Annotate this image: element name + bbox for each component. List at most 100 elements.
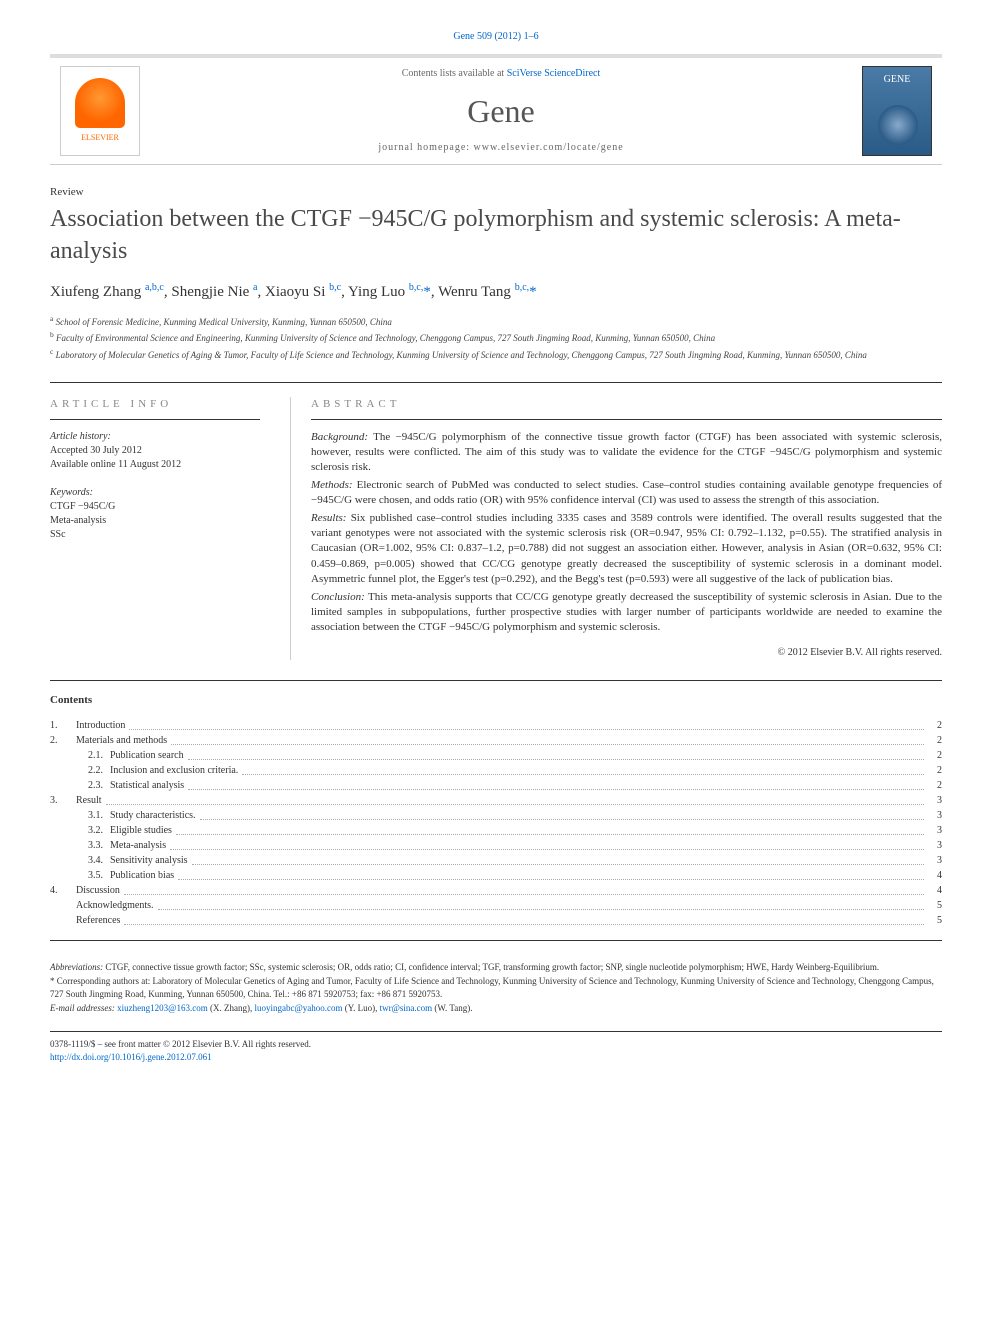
authors-line: Xiufeng Zhang a,b,c, Shengjie Nie a, Xia…: [50, 281, 942, 303]
toc-dots: [124, 913, 924, 925]
corr-marker: *: [50, 976, 55, 986]
corresponding-author-line: * Corresponding authors at: Laboratory o…: [50, 975, 942, 1002]
toc-label: Meta-analysis: [110, 838, 166, 853]
toc-page: 2: [928, 748, 942, 763]
toc-row[interactable]: 4.Discussion4: [50, 883, 942, 898]
online-date: Available online 11 August 2012: [50, 458, 260, 472]
accepted-date: Accepted 30 July 2012: [50, 444, 260, 458]
toc-num: [50, 898, 76, 913]
toc-row[interactable]: 2.1.Publication search2: [50, 748, 942, 763]
toc-page: 5: [928, 913, 942, 928]
toc-label: Result: [76, 793, 102, 808]
toc-label: Materials and methods: [76, 733, 167, 748]
toc-subnum: 3.4.: [76, 853, 110, 868]
email-link[interactable]: twr@sina.com: [380, 1003, 433, 1013]
toc-num: [50, 748, 76, 763]
toc-subnum: 3.5.: [76, 868, 110, 883]
toc-dots: [192, 853, 925, 865]
doi-link[interactable]: http://dx.doi.org/10.1016/j.gene.2012.07…: [50, 1052, 212, 1062]
toc-dots: [200, 808, 924, 820]
article-history-label: Article history:: [50, 430, 260, 444]
toc-row[interactable]: 3.3.Meta-analysis 3: [50, 838, 942, 853]
affiliation-line: a School of Forensic Medicine, Kunming M…: [50, 313, 942, 330]
results-text: Six published case–control studies inclu…: [311, 512, 942, 586]
contents-available: Contents lists available at SciVerse Sci…: [140, 67, 862, 81]
toc-subnum: 2.2.: [76, 763, 110, 778]
toc-num: 1.: [50, 718, 76, 733]
elsevier-tree-icon: [75, 78, 125, 128]
toc-row[interactable]: 3.5.Publication bias4: [50, 868, 942, 883]
toc-dots: [158, 898, 925, 910]
email-who: (X. Zhang),: [208, 1003, 253, 1013]
toc-page: 2: [928, 763, 942, 778]
toc-page: 3: [928, 838, 942, 853]
toc-label: Study characteristics.: [110, 808, 196, 823]
abstract-background: Background: The −945C/G polymorphism of …: [311, 430, 942, 476]
article-info-heading: article info: [50, 397, 260, 419]
results-label: Results:: [311, 512, 346, 524]
toc-label: Discussion: [76, 883, 120, 898]
toc-row[interactable]: 2.2.Inclusion and exclusion criteria.2: [50, 763, 942, 778]
footer-line1: 0378-1119/$ – see front matter © 2012 El…: [50, 1038, 942, 1051]
email-who: (W. Tang).: [432, 1003, 472, 1013]
toc-label: Eligible studies: [110, 823, 172, 838]
toc-dots: [188, 778, 924, 790]
toc-dots: [176, 823, 924, 835]
toc-dots: [242, 763, 924, 775]
toc-row[interactable]: 2.3.Statistical analysis2: [50, 778, 942, 793]
abstract-body: Background: The −945C/G polymorphism of …: [311, 430, 942, 660]
toc-page: 5: [928, 898, 942, 913]
toc-num: [50, 838, 76, 853]
toc-num: [50, 868, 76, 883]
affiliations: a School of Forensic Medicine, Kunming M…: [50, 313, 942, 363]
footnotes: Abbreviations: CTGF, connective tissue g…: [50, 961, 942, 1015]
toc-num: 3.: [50, 793, 76, 808]
background-label: Background:: [311, 431, 368, 443]
article-info-column: article info Article history: Accepted 3…: [50, 397, 260, 659]
toc-subnum: 3.2.: [76, 823, 110, 838]
journal-header: ELSEVIER Contents lists available at Sci…: [50, 54, 942, 165]
page-footer: 0378-1119/$ – see front matter © 2012 El…: [50, 1031, 942, 1063]
toc-label: Statistical analysis: [110, 778, 184, 793]
toc-dots: [106, 793, 924, 805]
toc-dots: [178, 868, 924, 880]
toc-row[interactable]: 2.Materials and methods2: [50, 733, 942, 748]
conclusion-label: Conclusion:: [311, 591, 365, 603]
corr-text: Corresponding authors at: Laboratory of …: [50, 976, 934, 1000]
toc-label: Publication bias: [110, 868, 174, 883]
affiliation-line: b Faculty of Environmental Science and E…: [50, 329, 942, 346]
toc-label: References: [76, 913, 120, 928]
journal-reference: Gene 509 (2012) 1–6: [50, 30, 942, 44]
toc-dots: [188, 748, 924, 760]
toc-row[interactable]: 3.4.Sensitivity analysis3: [50, 853, 942, 868]
elsevier-logo: ELSEVIER: [60, 66, 140, 156]
email-link[interactable]: xiuzheng1203@163.com: [117, 1003, 208, 1013]
conclusion-text: This meta-analysis supports that CC/CG g…: [311, 591, 942, 634]
email-line: E-mail addresses: xiuzheng1203@163.com (…: [50, 1002, 942, 1016]
toc-subnum: 3.1.: [76, 808, 110, 823]
abbrev-label: Abbreviations:: [50, 962, 103, 972]
toc-label: Introduction: [76, 718, 125, 733]
email-link[interactable]: luoyingabc@yahoo.com: [254, 1003, 342, 1013]
toc-row[interactable]: 3.2.Eligible studies3: [50, 823, 942, 838]
affiliation-line: c Laboratory of Molecular Genetics of Ag…: [50, 346, 942, 363]
abstract-column: abstract Background: The −945C/G polymor…: [290, 397, 942, 659]
toc-row[interactable]: Acknowledgments.5: [50, 898, 942, 913]
info-abstract-row: article info Article history: Accepted 3…: [50, 382, 942, 659]
toc-subnum: 3.3.: [76, 838, 110, 853]
toc-row[interactable]: 3.1.Study characteristics. 3: [50, 808, 942, 823]
contents-heading: Contents: [50, 693, 942, 708]
toc-row[interactable]: References 5: [50, 913, 942, 928]
toc-row[interactable]: 1.Introduction2: [50, 718, 942, 733]
toc-page: 3: [928, 808, 942, 823]
article-type: Review: [50, 185, 942, 200]
article-title: Association between the CTGF −945C/G pol…: [50, 204, 942, 266]
contents-section: Contents 1.Introduction22.Materials and …: [50, 680, 942, 941]
toc-num: 2.: [50, 733, 76, 748]
toc-num: 4.: [50, 883, 76, 898]
sciverse-link[interactable]: SciVerse ScienceDirect: [507, 68, 601, 79]
header-center: Contents lists available at SciVerse Sci…: [140, 67, 862, 156]
toc-label: Publication search: [110, 748, 184, 763]
toc-row[interactable]: 3.Result3: [50, 793, 942, 808]
toc-num: [50, 913, 76, 928]
